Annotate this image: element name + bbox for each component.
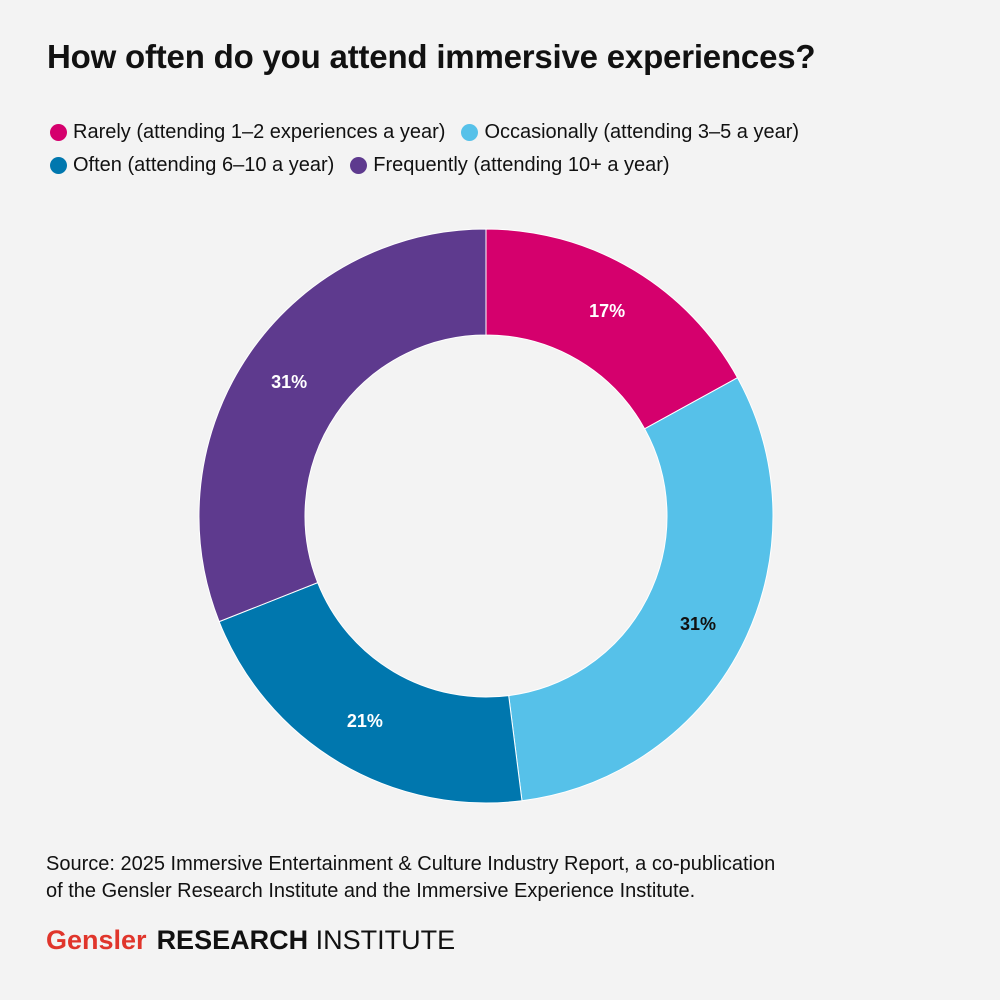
- brand-logo: Gensler RESEARCH INSTITUTE: [46, 925, 455, 956]
- chart-title: How often do you attend immersive experi…: [47, 38, 816, 75]
- donut-slice-frequently: [198, 228, 487, 623]
- legend-label-rarely: Rarely (attending 1–2 experiences a year…: [73, 121, 446, 143]
- chart-legend: Rarely (attending 1–2 experiences a year…: [50, 116, 950, 182]
- source-line-2: of the Gensler Research Institute and th…: [46, 880, 696, 902]
- donut-label-occasionally: 31%: [680, 614, 716, 634]
- donut-slice-often: [218, 581, 523, 804]
- brand-institute: INSTITUTE: [315, 925, 456, 955]
- legend-label-frequently: Frequently (attending 10+ a year): [373, 154, 670, 176]
- legend-item-rarely: Rarely (attending 1–2 experiences a year…: [50, 116, 445, 149]
- source-line-1: Source: 2025 Immersive Entertainment & C…: [46, 853, 776, 875]
- brand-research: RESEARCH: [156, 925, 309, 955]
- brand-gensler: Gensler: [46, 925, 147, 955]
- legend-item-occasionally: Occasionally (attending 3–5 a year): [461, 116, 799, 149]
- legend-label-occasionally: Occasionally (attending 3–5 a year): [484, 121, 800, 143]
- donut-label-often: 21%: [347, 711, 383, 731]
- donut-label-rarely: 17%: [589, 301, 625, 321]
- legend-item-often: Often (attending 6–10 a year): [50, 149, 334, 182]
- legend-item-frequently: Frequently (attending 10+ a year): [350, 149, 670, 182]
- legend-dot-rarely: [50, 124, 67, 141]
- legend-dot-often: [50, 157, 67, 174]
- legend-dot-occasionally: [461, 124, 479, 141]
- legend-row-1: Rarely (attending 1–2 experiences a year…: [50, 116, 950, 149]
- legend-dot-frequently: [350, 157, 368, 174]
- legend-label-often: Often (attending 6–10 a year): [73, 154, 335, 176]
- source-note: Source: 2025 Immersive Entertainment & C…: [46, 851, 926, 905]
- legend-row-2: Often (attending 6–10 a year) Frequently…: [50, 149, 950, 182]
- donut-slice-occasionally: [508, 377, 774, 802]
- donut-label-frequently: 31%: [271, 372, 307, 392]
